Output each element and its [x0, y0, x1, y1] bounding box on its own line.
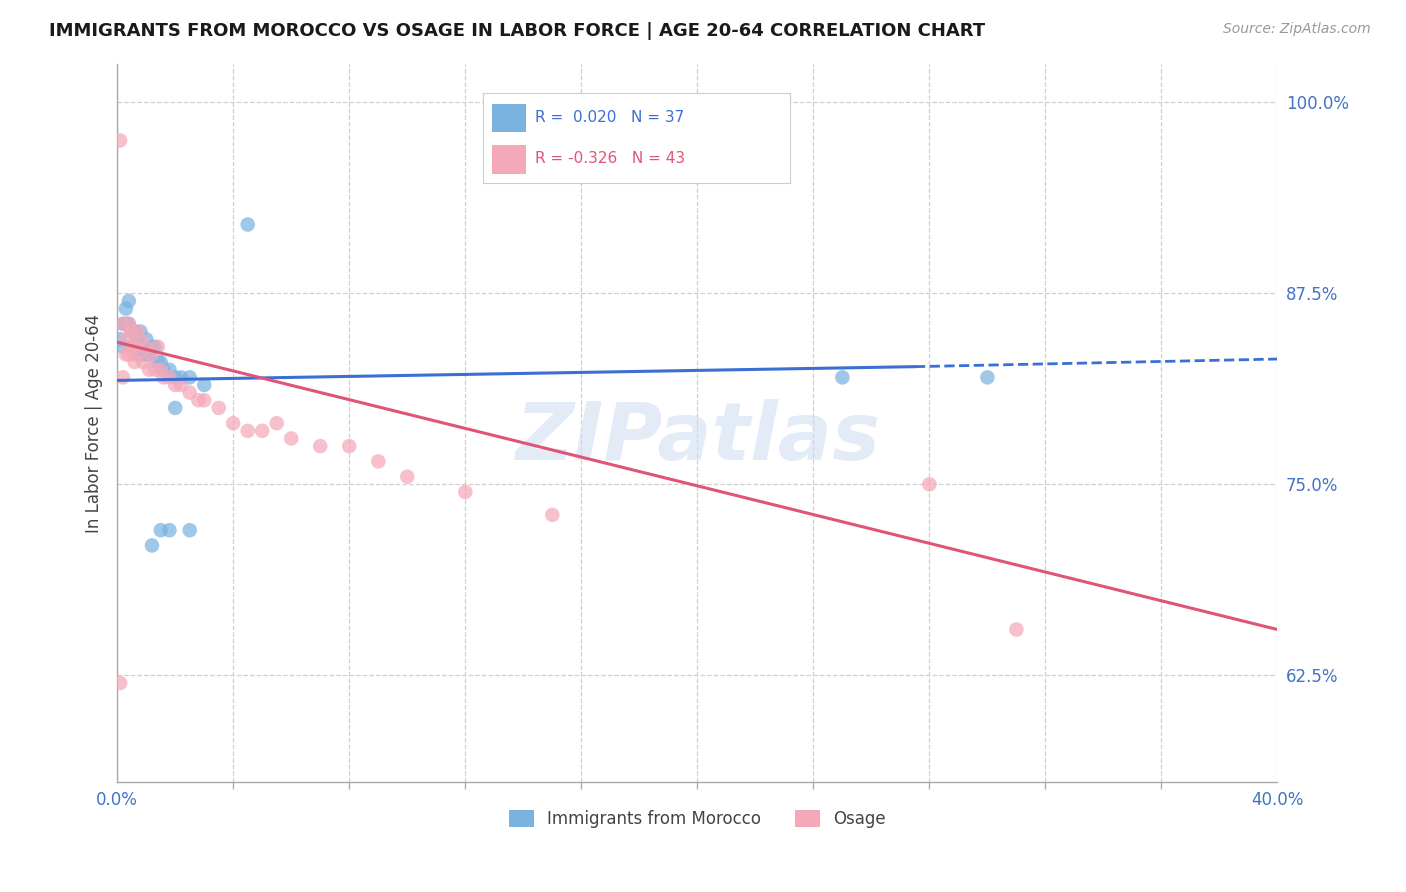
Point: [118, 317, 141, 331]
Point: [124, 340, 146, 354]
Point: [157, 362, 180, 376]
Point: [127, 332, 149, 346]
Point: [187, 393, 209, 408]
Point: [149, 355, 172, 369]
Point: [132, 355, 155, 369]
Point: [143, 340, 166, 354]
Point: [396, 469, 419, 483]
Point: [111, 317, 134, 331]
Point: [309, 439, 332, 453]
Point: [165, 370, 187, 384]
Point: [157, 370, 180, 384]
Point: [170, 378, 193, 392]
Point: [129, 340, 152, 354]
Text: IMMIGRANTS FROM MOROCCO VS OSAGE IN LABOR FORCE | AGE 20-64 CORRELATION CHART: IMMIGRANTS FROM MOROCCO VS OSAGE IN LABO…: [49, 22, 986, 40]
Point: [179, 523, 201, 537]
Point: [146, 340, 169, 354]
Legend: Immigrants from Morocco, Osage: Immigrants from Morocco, Osage: [502, 804, 893, 835]
Point: [149, 362, 172, 376]
Point: [135, 332, 157, 346]
Point: [135, 347, 157, 361]
Point: [170, 370, 193, 384]
Text: ZIPatlas: ZIPatlas: [515, 399, 880, 476]
Point: [152, 362, 174, 376]
Point: [165, 378, 187, 392]
Point: [118, 317, 141, 331]
Point: [141, 340, 163, 354]
Point: [124, 340, 146, 354]
Point: [179, 385, 201, 400]
Point: [236, 218, 259, 232]
Point: [541, 508, 564, 522]
Point: [454, 485, 477, 500]
Point: [1005, 623, 1028, 637]
Text: Source: ZipAtlas.com: Source: ZipAtlas.com: [1223, 22, 1371, 37]
Point: [115, 332, 138, 346]
Point: [108, 332, 131, 346]
Point: [157, 523, 180, 537]
Point: [115, 301, 138, 316]
Point: [976, 370, 998, 384]
Point: [115, 347, 138, 361]
Point: [115, 317, 138, 331]
Point: [121, 325, 143, 339]
Point: [208, 401, 231, 415]
Point: [129, 325, 152, 339]
Point: [138, 347, 160, 361]
Point: [108, 676, 131, 690]
Point: [149, 523, 172, 537]
Point: [129, 332, 152, 346]
Point: [124, 355, 146, 369]
Point: [141, 539, 163, 553]
Point: [108, 133, 131, 147]
Point: [121, 325, 143, 339]
Point: [831, 370, 853, 384]
Point: [236, 424, 259, 438]
Point: [118, 347, 141, 361]
Point: [143, 362, 166, 376]
Point: [193, 393, 215, 408]
Point: [121, 340, 143, 354]
Point: [111, 370, 134, 384]
Point: [111, 317, 134, 331]
Point: [132, 347, 155, 361]
Point: [138, 362, 160, 376]
Point: [121, 340, 143, 354]
Point: [165, 401, 187, 415]
Point: [124, 325, 146, 339]
Y-axis label: In Labor Force | Age 20-64: In Labor Force | Age 20-64: [86, 314, 103, 533]
Point: [918, 477, 941, 491]
Point: [127, 347, 149, 361]
Point: [179, 370, 201, 384]
Point: [146, 355, 169, 369]
Point: [127, 325, 149, 339]
Point: [127, 347, 149, 361]
Point: [141, 347, 163, 361]
Point: [337, 439, 360, 453]
Point: [193, 378, 215, 392]
Point: [111, 340, 134, 354]
Point: [252, 424, 274, 438]
Point: [152, 370, 174, 384]
Point: [118, 293, 141, 308]
Point: [280, 432, 302, 446]
Point: [135, 340, 157, 354]
Point: [266, 416, 288, 430]
Point: [367, 454, 389, 468]
Point: [222, 416, 245, 430]
